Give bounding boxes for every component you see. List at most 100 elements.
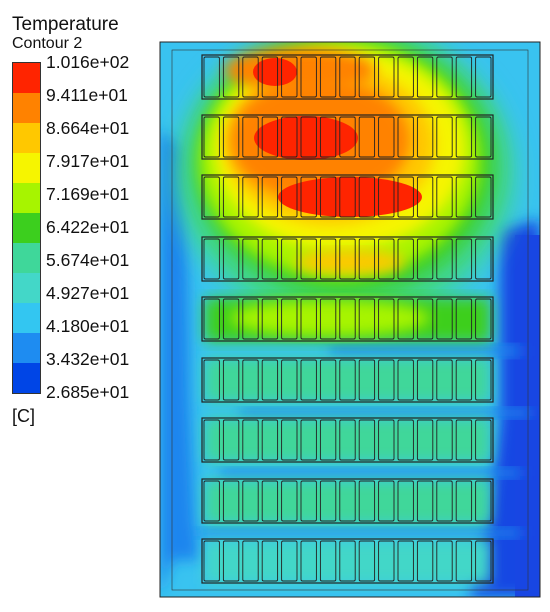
legend-band: [13, 303, 40, 334]
inner-duct-border: [171, 49, 529, 591]
legend-band: [13, 63, 40, 94]
battery-cell: [203, 298, 220, 340]
cell-row: [201, 236, 494, 282]
battery-cell: [378, 298, 395, 340]
battery-cell: [455, 238, 473, 280]
legend-band: [13, 243, 40, 274]
battery-cell: [455, 298, 473, 340]
legend-band: [13, 363, 40, 393]
battery-cell: [475, 540, 492, 582]
battery-cell: [319, 359, 337, 401]
legend-tick-label: 3.432e+01: [46, 349, 130, 369]
battery-cell: [455, 116, 473, 158]
legend-tick-label: 5.674e+01: [46, 250, 130, 270]
battery-cell: [300, 176, 317, 218]
battery-cell: [455, 359, 473, 401]
legend-band: [13, 183, 40, 214]
battery-cell: [416, 419, 434, 461]
battery-cell: [436, 419, 453, 461]
hot-core: [278, 177, 422, 217]
legend-band: [13, 213, 40, 244]
battery-cell: [358, 298, 376, 340]
legend-tick-label: 9.411e+01: [46, 85, 128, 105]
battery-cell: [455, 540, 473, 582]
legend-band: [13, 273, 40, 304]
battery-cell: [397, 298, 414, 340]
battery-cell: [203, 359, 220, 401]
battery-cell: [397, 359, 414, 401]
battery-cell: [242, 298, 259, 340]
battery-cell: [378, 419, 395, 461]
battery-cell: [222, 359, 240, 401]
legend-subtitle: Contour 2: [12, 35, 83, 52]
cell-row-outline: [201, 538, 494, 584]
battery-cell: [358, 238, 376, 280]
battery-cell: [475, 238, 492, 280]
legend-tick-label: 4.180e+01: [46, 316, 130, 336]
battery-cell: [222, 540, 240, 582]
battery-cell: [300, 480, 317, 522]
battery-cell: [281, 359, 298, 401]
battery-cell: [416, 176, 434, 218]
battery-cell: [358, 56, 376, 98]
battery-cell: [203, 480, 220, 522]
legend-tick-label: 1.016e+02: [46, 52, 130, 72]
battery-cell: [455, 480, 473, 522]
battery-cell: [242, 56, 259, 98]
battery-cell: [319, 480, 337, 522]
battery-cell: [378, 540, 395, 582]
cell-row-outline: [201, 478, 494, 524]
cell-row-outline: [201, 417, 494, 463]
gap-cool-band: [200, 528, 520, 538]
cell-row-outline: [201, 236, 494, 282]
contour-field: [160, 42, 540, 597]
legend-band: [13, 153, 40, 184]
battery-cell: [300, 116, 317, 158]
battery-cell: [416, 116, 434, 158]
battery-cell: [300, 56, 317, 98]
legend-tick-label: 8.664e+01: [46, 118, 130, 138]
battery-cell: [242, 540, 259, 582]
battery-cell: [203, 419, 220, 461]
battery-cell: [475, 298, 492, 340]
battery-cell: [222, 419, 240, 461]
battery-cell: [455, 176, 473, 218]
hot-core: [254, 116, 358, 160]
cell-row: [201, 417, 494, 463]
battery-cell: [397, 419, 414, 461]
battery-cell: [319, 298, 337, 340]
battery-cell: [319, 540, 337, 582]
battery-cell: [222, 116, 240, 158]
legend-tick-label: 7.917e+01: [46, 151, 130, 171]
legend-tick-label: 6.422e+01: [46, 217, 130, 237]
battery-cell: [436, 56, 453, 98]
battery-cell: [397, 238, 414, 280]
battery-cell: [475, 56, 492, 98]
battery-cell: [436, 359, 453, 401]
row-9-band: [205, 540, 490, 584]
battery-cell: [222, 176, 240, 218]
battery-cell: [339, 176, 356, 218]
battery-cell: [339, 56, 356, 98]
battery-cell: [203, 238, 220, 280]
battery-cell: [378, 359, 395, 401]
battery-cell: [455, 419, 473, 461]
battery-cell: [261, 540, 279, 582]
battery-cell: [416, 540, 434, 582]
cell-row-outline: [201, 54, 494, 100]
battery-cell: [242, 359, 259, 401]
battery-cell: [397, 480, 414, 522]
cell-row: [201, 296, 494, 342]
battery-cell: [475, 359, 492, 401]
battery-cell: [242, 480, 259, 522]
legend-title: Temperature: [12, 14, 119, 35]
row-7-band: [205, 418, 490, 462]
battery-cell: [416, 480, 434, 522]
cell-row: [201, 538, 494, 584]
battery-cell: [436, 298, 453, 340]
cell-row: [201, 174, 494, 220]
battery-cell: [416, 359, 434, 401]
battery-cell: [281, 56, 298, 98]
battery-cell: [339, 359, 356, 401]
